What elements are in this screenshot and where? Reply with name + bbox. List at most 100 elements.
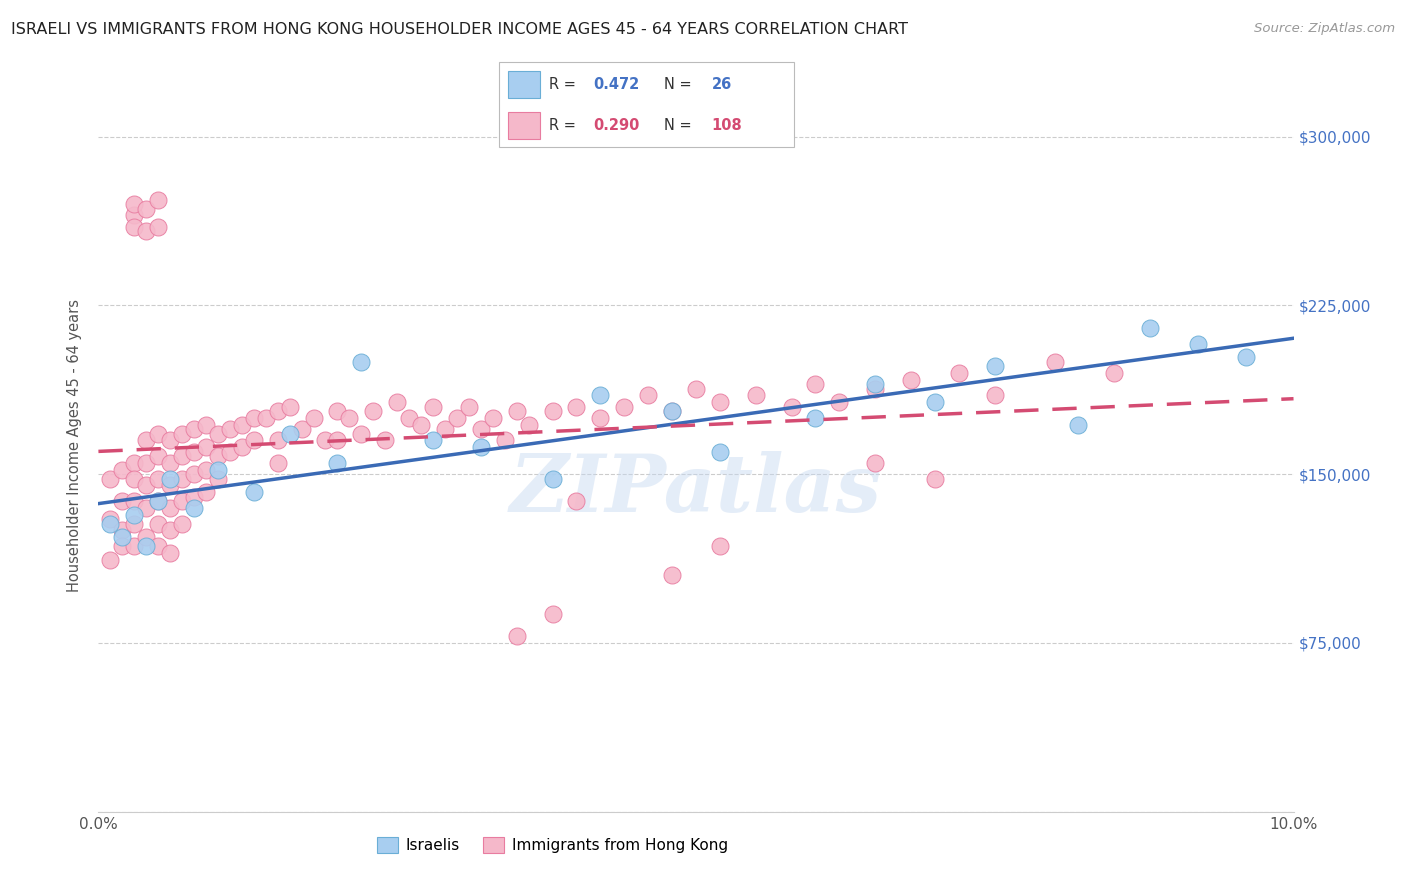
Point bbox=[207, 449, 229, 463]
Point bbox=[135, 539, 157, 553]
Point bbox=[219, 444, 242, 458]
Point bbox=[148, 494, 170, 508]
Point bbox=[780, 400, 803, 414]
Point bbox=[482, 410, 505, 425]
Point bbox=[865, 377, 887, 392]
Point bbox=[195, 462, 218, 476]
Point bbox=[1067, 417, 1090, 432]
Point bbox=[159, 524, 181, 538]
Text: ZIPatlas: ZIPatlas bbox=[510, 451, 882, 529]
Text: R =: R = bbox=[550, 77, 576, 92]
Point bbox=[111, 524, 134, 538]
Point bbox=[541, 607, 564, 621]
Point bbox=[1139, 321, 1161, 335]
Point bbox=[124, 472, 146, 486]
Point bbox=[98, 552, 122, 566]
Point bbox=[339, 410, 361, 425]
Point bbox=[124, 539, 146, 553]
Point bbox=[470, 422, 492, 436]
Point bbox=[398, 410, 420, 425]
Point bbox=[148, 516, 170, 531]
Point bbox=[135, 500, 157, 515]
Point bbox=[124, 516, 146, 531]
FancyBboxPatch shape bbox=[499, 62, 794, 147]
Point bbox=[183, 444, 205, 458]
Point bbox=[207, 472, 229, 486]
Point bbox=[98, 516, 122, 531]
Point bbox=[1043, 354, 1066, 368]
Point bbox=[111, 462, 134, 476]
Point bbox=[207, 426, 229, 441]
Point bbox=[135, 434, 157, 448]
Point bbox=[267, 456, 290, 470]
Point bbox=[1187, 336, 1209, 351]
Text: 26: 26 bbox=[711, 77, 733, 92]
Point bbox=[195, 417, 218, 432]
Point bbox=[709, 444, 731, 458]
Bar bbox=[508, 112, 540, 139]
Point bbox=[804, 410, 827, 425]
Point bbox=[506, 629, 529, 643]
Point bbox=[541, 472, 564, 486]
Point bbox=[350, 426, 373, 441]
Point bbox=[148, 539, 170, 553]
Point bbox=[411, 417, 433, 432]
Point bbox=[804, 377, 827, 392]
Point bbox=[589, 388, 612, 402]
Point bbox=[135, 456, 157, 470]
Text: N =: N = bbox=[665, 77, 692, 92]
Text: R =: R = bbox=[550, 118, 576, 133]
Point bbox=[172, 516, 194, 531]
Point bbox=[661, 568, 683, 582]
Point bbox=[135, 202, 157, 216]
Point bbox=[159, 456, 181, 470]
Point bbox=[589, 410, 612, 425]
Point bbox=[159, 472, 181, 486]
Point bbox=[494, 434, 516, 448]
Point bbox=[195, 440, 218, 454]
Point bbox=[302, 410, 325, 425]
Point bbox=[267, 404, 290, 418]
Point bbox=[350, 354, 373, 368]
Point bbox=[363, 404, 385, 418]
Point bbox=[111, 494, 134, 508]
Point bbox=[900, 373, 922, 387]
Point bbox=[446, 410, 468, 425]
Point bbox=[231, 417, 253, 432]
Point bbox=[685, 382, 707, 396]
Point bbox=[243, 434, 266, 448]
Point bbox=[374, 434, 396, 448]
Point bbox=[422, 400, 444, 414]
Point bbox=[254, 410, 277, 425]
Point bbox=[661, 404, 683, 418]
Point bbox=[984, 359, 1007, 373]
Point bbox=[278, 400, 301, 414]
Point bbox=[124, 456, 146, 470]
Point bbox=[315, 434, 337, 448]
Point bbox=[434, 422, 457, 436]
Point bbox=[172, 472, 194, 486]
Point bbox=[172, 426, 194, 441]
Point bbox=[984, 388, 1007, 402]
Text: N =: N = bbox=[665, 118, 692, 133]
Point bbox=[159, 434, 181, 448]
Point bbox=[111, 530, 134, 544]
Point bbox=[183, 422, 205, 436]
Point bbox=[326, 434, 349, 448]
Point bbox=[124, 494, 146, 508]
Point bbox=[231, 440, 253, 454]
Point bbox=[98, 512, 122, 526]
Point bbox=[565, 400, 588, 414]
Point bbox=[865, 456, 887, 470]
Point bbox=[948, 366, 970, 380]
Point bbox=[422, 434, 444, 448]
Point bbox=[159, 478, 181, 492]
Point bbox=[135, 530, 157, 544]
Point bbox=[124, 219, 146, 234]
Point bbox=[195, 485, 218, 500]
Text: Source: ZipAtlas.com: Source: ZipAtlas.com bbox=[1254, 22, 1395, 36]
Point bbox=[183, 467, 205, 482]
Point bbox=[326, 456, 349, 470]
Point bbox=[1104, 366, 1126, 380]
Point bbox=[506, 404, 529, 418]
